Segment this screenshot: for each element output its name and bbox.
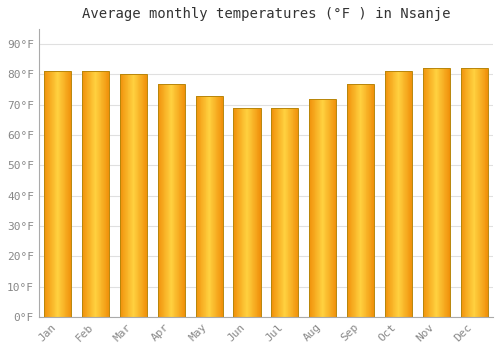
Bar — [460, 69, 488, 317]
Bar — [44, 71, 72, 317]
Bar — [196, 96, 223, 317]
Bar — [347, 84, 374, 317]
Bar — [309, 99, 336, 317]
Bar — [158, 84, 185, 317]
Bar — [234, 108, 260, 317]
Title: Average monthly temperatures (°F ) in Nsanje: Average monthly temperatures (°F ) in Ns… — [82, 7, 450, 21]
Bar — [385, 71, 412, 317]
Bar — [422, 69, 450, 317]
Bar — [82, 71, 109, 317]
Bar — [271, 108, 298, 317]
Bar — [120, 75, 147, 317]
